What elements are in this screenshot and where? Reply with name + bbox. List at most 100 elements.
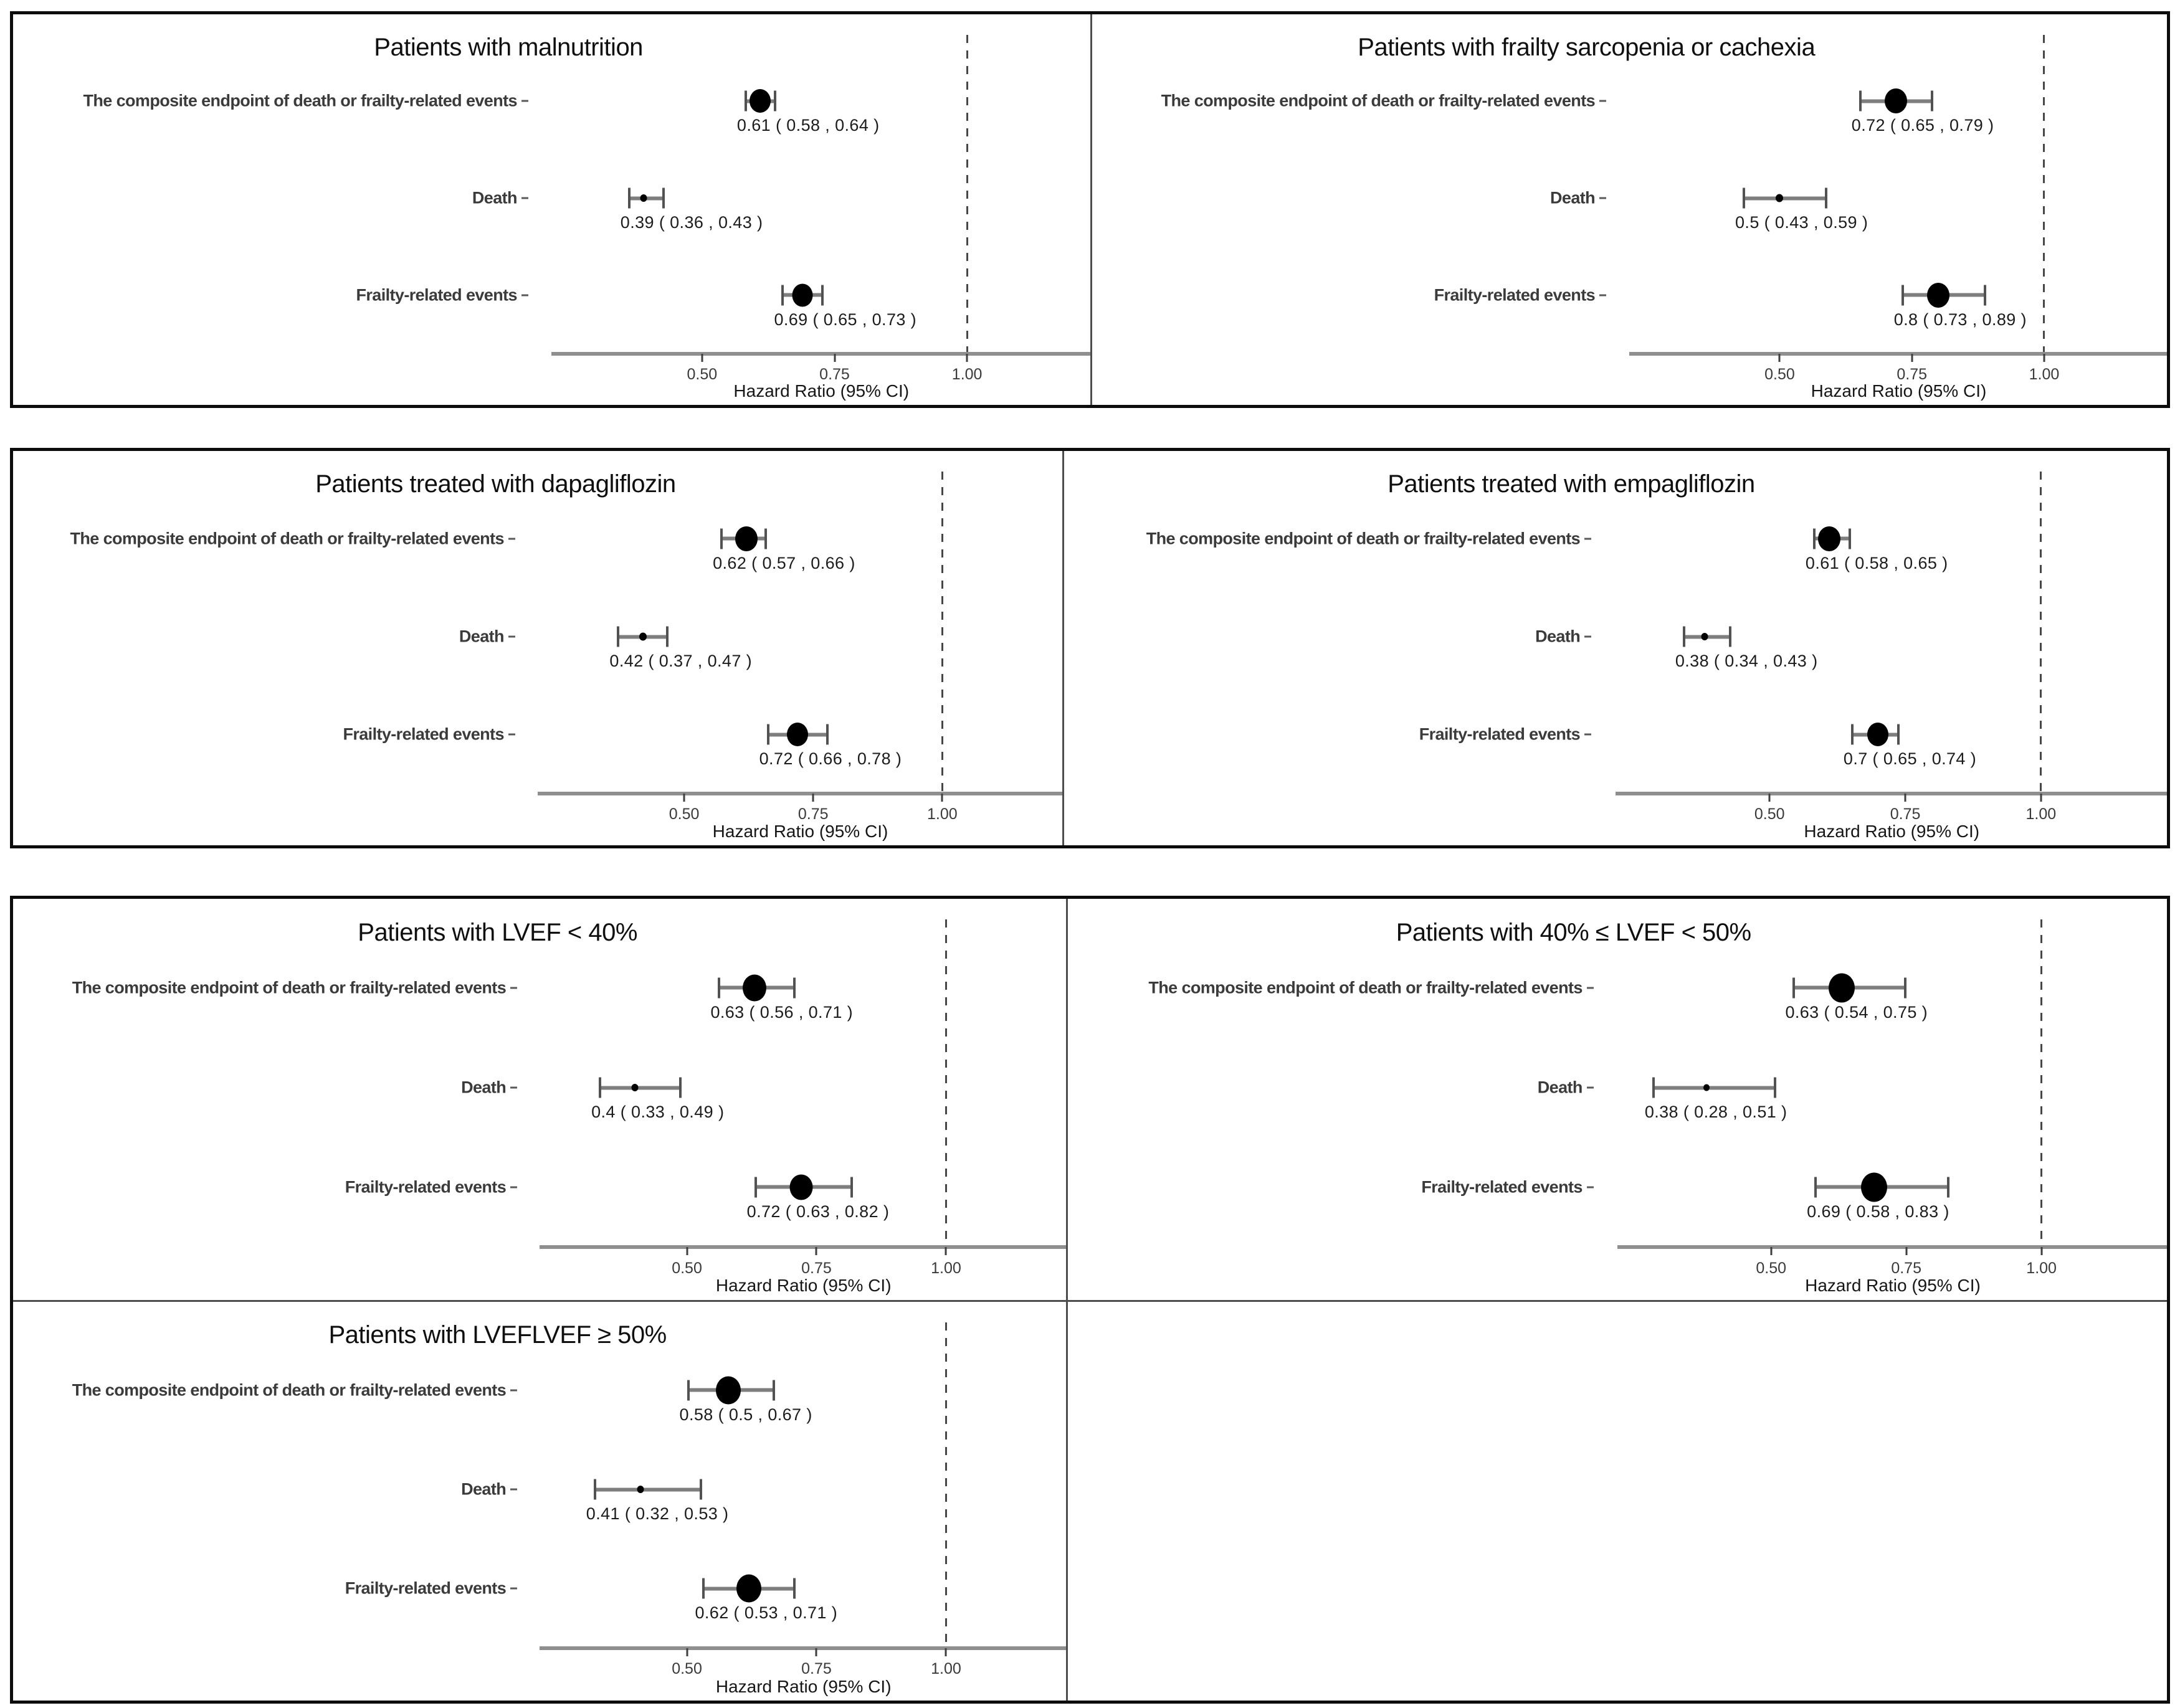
outcome-label: Frailty-related events xyxy=(343,724,504,744)
ci-cap-right xyxy=(764,528,767,549)
ci-cap-left xyxy=(744,90,747,111)
ci-cap-left xyxy=(1682,626,1685,647)
outcome-label: The composite endpoint of death or frail… xyxy=(1161,91,1596,110)
forest-panel-empagliflozin: Patients treated with empagliflozin 0.50 0… xyxy=(1062,451,2167,845)
x-axis-line xyxy=(1617,1245,2167,1250)
point-estimate-marker xyxy=(639,632,647,641)
x-axis-tick xyxy=(1778,353,1781,362)
x-axis-title: Hazard Ratio (95% CI) xyxy=(1804,822,1980,842)
outcome-label: The composite endpoint of death or frail… xyxy=(1146,529,1581,548)
x-axis-title: Hazard Ratio (95% CI) xyxy=(733,381,910,401)
empty-cell xyxy=(1066,1299,2167,1701)
point-estimate-marker xyxy=(787,723,809,747)
confidence-interval-bar xyxy=(599,1077,682,1098)
hr-ci-value-label: 0.5 ( 0.43 , 0.59 ) xyxy=(1735,213,1868,232)
ci-cap-left xyxy=(627,187,631,209)
x-axis-tick xyxy=(1911,353,1913,362)
x-axis-tick-label: 0.75 xyxy=(819,365,850,383)
x-axis-tick xyxy=(834,353,835,362)
x-axis-tick-label: 1.00 xyxy=(931,1259,961,1277)
x-axis-tick xyxy=(1770,1247,1773,1256)
outcome-axis-tick xyxy=(1599,100,1606,102)
hr-ci-value-label: 0.38 ( 0.28 , 0.51 ) xyxy=(1644,1103,1787,1122)
outcome-label: The composite endpoint of death or frail… xyxy=(72,1380,507,1400)
x-axis-tick-label: 0.50 xyxy=(1756,1259,1787,1277)
x-axis-tick-label: 0.75 xyxy=(797,805,829,823)
x-axis-line xyxy=(551,351,1090,356)
outcome-label: Frailty-related events xyxy=(1421,1177,1583,1197)
x-axis-line xyxy=(537,792,1062,796)
ci-line xyxy=(1743,196,1827,201)
x-axis-tick xyxy=(2040,1247,2043,1256)
ci-cap-left xyxy=(702,1578,705,1599)
x-axis-tick xyxy=(686,1247,688,1256)
x-axis-tick xyxy=(945,1247,947,1256)
x-axis-tick-label: 1.00 xyxy=(931,1660,961,1678)
x-axis-tick-label: 0.75 xyxy=(1890,805,1921,823)
x-axis-tick xyxy=(683,794,685,802)
outcome-axis-tick xyxy=(508,733,515,736)
x-axis-tick xyxy=(1905,1247,1908,1256)
hr-ci-value-label: 0.61 ( 0.58 , 0.65 ) xyxy=(1805,553,1948,572)
x-axis-tick-label: 0.75 xyxy=(1891,1259,1922,1277)
ci-cap-right xyxy=(1947,1177,1950,1198)
x-axis-tick xyxy=(2040,794,2042,802)
reference-line xyxy=(2040,919,2043,1248)
point-estimate-marker xyxy=(1701,633,1708,641)
point-estimate-marker xyxy=(736,1574,762,1603)
ci-cap-left xyxy=(1652,1077,1655,1098)
outcome-label: Death xyxy=(1537,1078,1583,1097)
hr-ci-value-label: 0.42 ( 0.37 , 0.47 ) xyxy=(609,652,753,671)
ci-line xyxy=(1652,1086,1777,1090)
outcome-axis-tick xyxy=(1586,987,1594,989)
outcome-label: Frailty-related events xyxy=(356,285,518,305)
ci-line xyxy=(599,1086,682,1090)
outcome-axis-tick xyxy=(1586,1086,1594,1089)
ci-cap-right xyxy=(1824,187,1827,209)
outcome-label: Frailty-related events xyxy=(345,1177,507,1197)
forest-panel-malnutrition: Patients with malnutrition 0.50 0.75 1.00 Ha… xyxy=(13,14,1090,405)
ci-cap-right xyxy=(793,1578,796,1599)
x-axis-tick-label: 0.50 xyxy=(1754,805,1785,823)
ci-cap-right xyxy=(700,1479,703,1500)
forest-panel-dapagliflozin: Patients treated with dapagliflozin 0.50 0… xyxy=(13,451,1062,845)
ci-cap-right xyxy=(1774,1077,1777,1098)
outcome-axis-tick xyxy=(510,1086,517,1089)
ci-cap-right xyxy=(1930,90,1933,111)
x-axis-tick-label: 0.50 xyxy=(687,365,718,383)
outcome-axis-tick xyxy=(508,635,515,638)
x-axis-title: Hazard Ratio (95% CI) xyxy=(712,822,888,842)
ci-cap-left xyxy=(754,1177,757,1198)
point-estimate-marker xyxy=(1703,1084,1710,1091)
x-axis-title: Hazard Ratio (95% CI) xyxy=(715,1676,892,1696)
hr-ci-value-label: 0.63 ( 0.56 , 0.71 ) xyxy=(710,1002,854,1022)
x-axis-tick-label: 0.50 xyxy=(672,1259,702,1277)
point-estimate-marker xyxy=(716,1376,741,1405)
hr-ci-value-label: 0.72 ( 0.65 , 0.79 ) xyxy=(1851,116,1994,135)
outcome-axis-tick xyxy=(1599,197,1606,199)
outcome-axis-tick xyxy=(521,197,528,199)
outcome-axis-tick xyxy=(521,100,528,102)
ci-cap-right xyxy=(821,285,824,306)
hr-ci-value-label: 0.62 ( 0.53 , 0.71 ) xyxy=(695,1603,838,1623)
x-axis-tick xyxy=(2043,353,2045,362)
reference-line xyxy=(945,919,947,1248)
x-axis-line xyxy=(540,1245,1067,1250)
x-axis-line xyxy=(540,1646,1067,1651)
reference-line xyxy=(966,34,968,354)
outcome-label: The composite endpoint of death or frail… xyxy=(72,978,507,997)
point-estimate-marker xyxy=(1885,88,1908,114)
forest-panel-frailty-sarcopenia-cachexia: Patients with frailty sarcopenia or cach… xyxy=(1090,14,2167,405)
outcome-axis-tick xyxy=(1599,294,1606,297)
outcome-label: Frailty-related events xyxy=(1434,285,1596,305)
outcome-axis-tick xyxy=(1584,635,1592,638)
ci-cap-left xyxy=(1743,187,1745,209)
x-axis-tick-label: 0.75 xyxy=(801,1660,832,1678)
ci-cap-right xyxy=(662,187,665,209)
outcome-axis-tick xyxy=(510,1389,517,1392)
x-axis-title: Hazard Ratio (95% CI) xyxy=(1805,1275,1981,1295)
ci-cap-left xyxy=(781,285,784,306)
outcome-axis-tick xyxy=(521,294,528,297)
outcome-label: Death xyxy=(472,188,518,207)
x-axis-line xyxy=(1629,351,2167,356)
